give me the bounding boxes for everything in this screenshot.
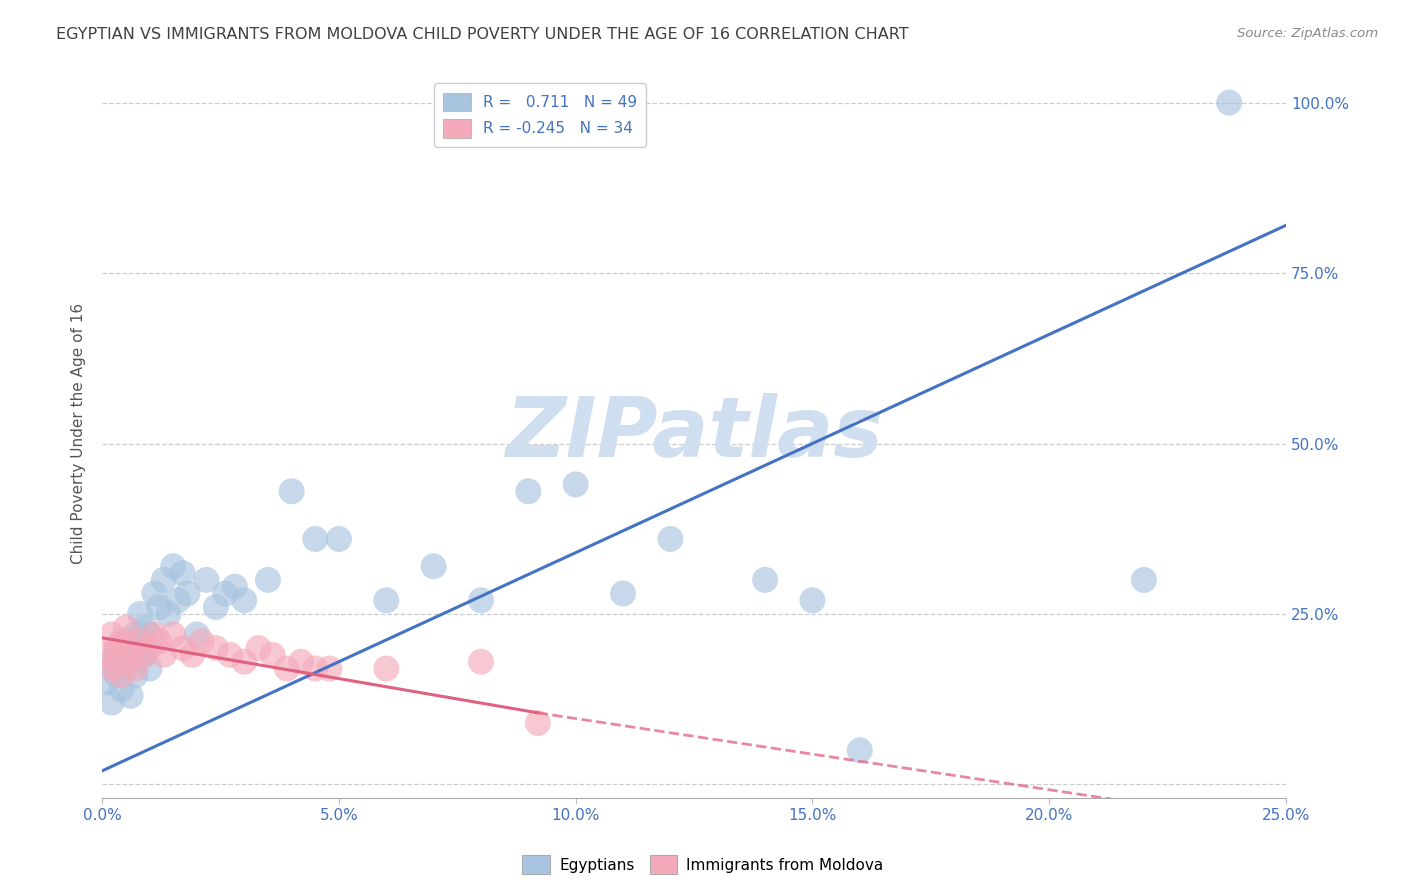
Point <box>100 696 122 710</box>
Point <box>129 607 152 621</box>
Point <box>262 648 284 662</box>
Point <box>96 648 118 662</box>
Point <box>233 655 256 669</box>
Point <box>318 661 340 675</box>
Point <box>162 559 184 574</box>
Y-axis label: Child Poverty Under the Age of 16: Child Poverty Under the Age of 16 <box>72 302 86 564</box>
Point <box>105 655 128 669</box>
Point <box>470 655 492 669</box>
Point <box>100 661 122 675</box>
Point <box>290 655 312 669</box>
Point <box>375 661 398 675</box>
Point <box>517 484 540 499</box>
Point <box>110 648 132 662</box>
Point <box>124 661 146 675</box>
Point <box>134 648 156 662</box>
Point <box>100 627 122 641</box>
Point <box>120 655 142 669</box>
Point <box>115 621 138 635</box>
Legend: R =   0.711   N = 49, R = -0.245   N = 34: R = 0.711 N = 49, R = -0.245 N = 34 <box>434 84 647 146</box>
Point <box>659 532 682 546</box>
Point <box>205 641 228 656</box>
Text: EGYPTIAN VS IMMIGRANTS FROM MOLDOVA CHILD POVERTY UNDER THE AGE OF 16 CORRELATIO: EGYPTIAN VS IMMIGRANTS FROM MOLDOVA CHIL… <box>56 27 908 42</box>
Point <box>124 668 146 682</box>
Point <box>172 566 194 580</box>
Point <box>224 580 246 594</box>
Point <box>247 641 270 656</box>
Point <box>152 573 174 587</box>
Point <box>129 641 152 656</box>
Point <box>527 716 550 731</box>
Point <box>186 627 208 641</box>
Point <box>190 634 212 648</box>
Point <box>105 668 128 682</box>
Point <box>304 532 326 546</box>
Point <box>162 627 184 641</box>
Point <box>181 648 204 662</box>
Point <box>105 641 128 656</box>
Point <box>96 675 118 690</box>
Point <box>110 668 132 682</box>
Point <box>143 627 166 641</box>
Legend: Egyptians, Immigrants from Moldova: Egyptians, Immigrants from Moldova <box>516 849 890 880</box>
Point <box>115 634 138 648</box>
Point <box>564 477 586 491</box>
Point <box>280 484 302 499</box>
Point <box>754 573 776 587</box>
Text: Source: ZipAtlas.com: Source: ZipAtlas.com <box>1237 27 1378 40</box>
Point <box>124 627 146 641</box>
Point <box>157 607 180 621</box>
Point <box>1218 95 1240 110</box>
Point <box>148 634 170 648</box>
Point <box>110 681 132 696</box>
Point <box>172 641 194 656</box>
Point <box>328 532 350 546</box>
Point <box>115 661 138 675</box>
Point <box>167 593 190 607</box>
Point <box>110 634 132 648</box>
Point <box>134 648 156 662</box>
Point <box>1133 573 1156 587</box>
Point <box>849 743 872 757</box>
Point <box>612 586 634 600</box>
Point <box>134 621 156 635</box>
Text: ZIPatlas: ZIPatlas <box>505 392 883 474</box>
Point <box>100 655 122 669</box>
Point <box>470 593 492 607</box>
Point <box>120 689 142 703</box>
Point <box>276 661 298 675</box>
Point <box>120 655 142 669</box>
Point <box>176 586 198 600</box>
Point <box>219 648 242 662</box>
Point <box>195 573 218 587</box>
Point <box>257 573 280 587</box>
Point <box>214 586 236 600</box>
Point <box>138 661 160 675</box>
Point <box>422 559 444 574</box>
Point <box>205 600 228 615</box>
Point <box>120 641 142 656</box>
Point <box>152 648 174 662</box>
Point <box>143 586 166 600</box>
Point <box>138 627 160 641</box>
Point <box>105 641 128 656</box>
Point <box>233 593 256 607</box>
Point <box>115 648 138 662</box>
Point <box>375 593 398 607</box>
Point <box>148 600 170 615</box>
Point <box>801 593 824 607</box>
Point <box>304 661 326 675</box>
Point <box>138 641 160 656</box>
Point <box>129 634 152 648</box>
